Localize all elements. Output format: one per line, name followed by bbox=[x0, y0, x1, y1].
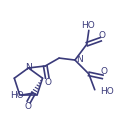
Text: O: O bbox=[98, 31, 105, 40]
Text: O: O bbox=[100, 67, 107, 76]
Text: HO: HO bbox=[100, 87, 113, 96]
Text: HO: HO bbox=[10, 90, 24, 100]
Text: N: N bbox=[25, 63, 32, 72]
Text: O: O bbox=[45, 78, 52, 87]
Text: N: N bbox=[76, 55, 83, 64]
Text: HO: HO bbox=[81, 21, 95, 30]
Text: O: O bbox=[24, 102, 31, 111]
